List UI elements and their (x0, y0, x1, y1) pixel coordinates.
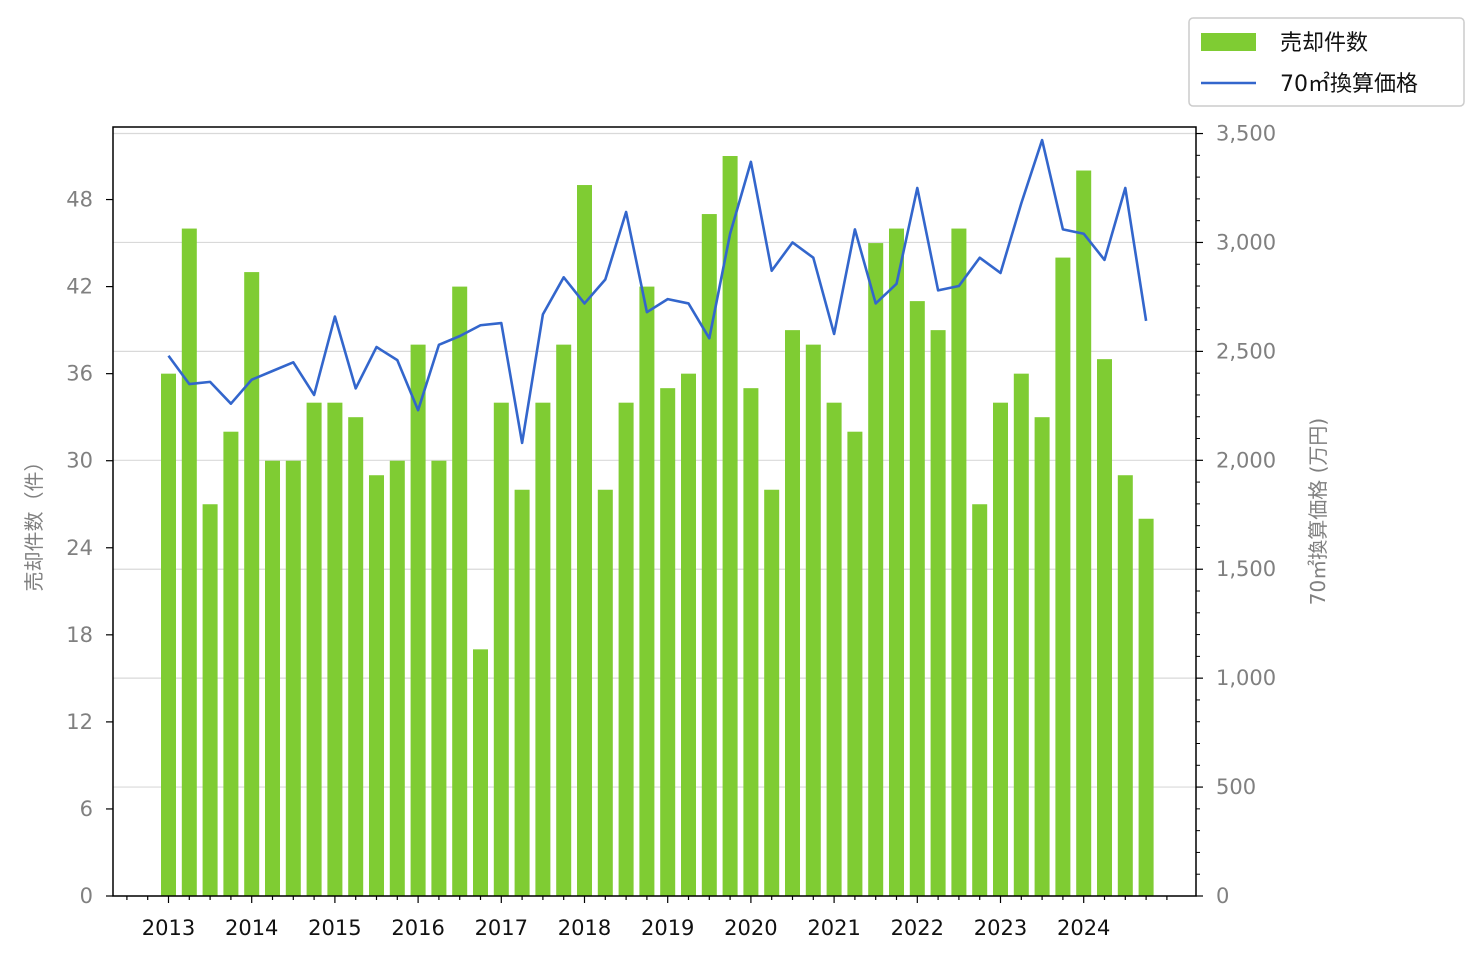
bar-2020Q3 (785, 330, 800, 896)
left-tick-label: 48 (66, 188, 93, 212)
bar-2019Q1 (660, 388, 676, 896)
bar-2017Q4 (556, 344, 572, 897)
x-tick-label: 2016 (391, 916, 444, 940)
legend-bar-swatch (1201, 33, 1256, 51)
bar-2017Q2 (514, 489, 530, 896)
bar-2019Q4 (722, 156, 738, 897)
bar-2022Q2 (930, 330, 946, 896)
bar-2013Q3 (202, 504, 218, 896)
legend: 売却件数 70㎡換算価格 (1188, 17, 1465, 107)
legend-line-label: 70㎡換算価格 (1280, 71, 1418, 97)
bar-2019Q2 (681, 373, 696, 896)
bar-2023Q1 (993, 402, 1008, 896)
bar-2020Q1 (743, 388, 759, 896)
bar-2020Q2 (764, 489, 780, 896)
bar-2024Q3 (1117, 475, 1133, 896)
left-tick-label: 36 (66, 362, 93, 386)
bar-2023Q4 (1055, 257, 1071, 896)
bar-2014Q4 (306, 402, 322, 896)
right-tick-label: 1,500 (1216, 557, 1276, 581)
left-axis-title: 売却件数（件） (22, 452, 46, 592)
bar-2018Q3 (618, 402, 634, 896)
bar-2022Q4 (972, 504, 988, 896)
x-tick-label: 2024 (1057, 916, 1110, 940)
bar-2024Q1 (1076, 170, 1092, 896)
x-tick-label: 2021 (807, 916, 860, 940)
legend-box (1188, 17, 1465, 107)
bar-2019Q3 (701, 214, 717, 896)
left-tick-label: 6 (80, 797, 93, 821)
bar-2015Q3 (369, 475, 384, 896)
bar-2018Q4 (639, 286, 655, 896)
right-tick-label: 3,000 (1216, 230, 1276, 254)
bar-2013Q2 (181, 228, 197, 896)
bar-2016Q1 (410, 344, 426, 897)
bar-2013Q4 (223, 431, 239, 896)
x-tick-label: 2022 (891, 916, 944, 940)
x-tick-label: 2013 (142, 916, 195, 940)
bar-2017Q3 (535, 402, 551, 896)
x-tick-label: 2017 (475, 916, 528, 940)
bar-2023Q3 (1034, 417, 1050, 896)
bar-2018Q1 (577, 185, 592, 897)
bar-2014Q3 (285, 460, 301, 896)
left-axis: 0 6 12 18 24 30 36 42 48 (66, 188, 113, 908)
bar-2014Q2 (265, 460, 280, 896)
bar-2020Q4 (805, 344, 821, 897)
bar-2021Q4 (889, 228, 904, 896)
x-tick-label: 2014 (225, 916, 278, 940)
bar-2021Q3 (868, 243, 884, 897)
bar-2023Q2 (1013, 373, 1029, 896)
bar-2014Q1 (244, 272, 260, 896)
bar-2022Q3 (951, 228, 967, 896)
bar-2015Q1 (327, 402, 343, 896)
plot-frame (112, 126, 1197, 897)
bar-2013Q1 (161, 373, 176, 896)
left-tick-label: 0 (80, 884, 93, 908)
right-tick-label: 500 (1216, 775, 1256, 799)
x-tick-label: 2023 (974, 916, 1027, 940)
bar-2022Q1 (909, 301, 925, 896)
bar-2018Q2 (597, 489, 613, 896)
legend-bar-label: 売却件数 (1280, 31, 1368, 56)
left-tick-label: 12 (66, 710, 93, 734)
bar-2021Q2 (847, 431, 863, 896)
x-tick-label: 2015 (308, 916, 361, 940)
bar-2016Q3 (452, 286, 468, 896)
bar-2015Q2 (348, 417, 364, 896)
left-tick-label: 30 (66, 449, 93, 473)
left-tick-label: 18 (66, 623, 93, 647)
bar-2024Q4 (1138, 518, 1154, 896)
left-tick-label: 42 (66, 275, 93, 299)
right-tick-label: 2,000 (1216, 448, 1276, 472)
x-tick-label: 2018 (558, 916, 611, 940)
x-tick-label: 2020 (724, 916, 777, 940)
right-tick-label: 3,500 (1216, 122, 1276, 146)
price-line (167, 138, 1148, 445)
right-axis-title: 70㎡換算価格 (万円) (1306, 418, 1330, 605)
bar-2024Q2 (1097, 359, 1112, 896)
bar-2016Q4 (473, 649, 488, 896)
x-axis: 2013 2014 2015 2016 2017 2018 2019 2020 2021 2022… (126, 896, 1168, 940)
line-series (167, 138, 1148, 445)
bar-series (161, 156, 1154, 897)
bar-2015Q4 (389, 460, 405, 896)
x-tick-label: 2019 (641, 916, 694, 940)
bar-2016Q2 (431, 460, 447, 896)
bar-2017Q1 (493, 402, 509, 896)
right-tick-label: 1,000 (1216, 666, 1276, 690)
left-tick-label: 24 (66, 536, 93, 560)
right-axis: 0 500 1,000 1,500 2,000 2,500 3,000 3,500 (1196, 122, 1276, 908)
bar-2021Q1 (826, 402, 842, 896)
right-tick-label: 2,500 (1216, 339, 1276, 363)
right-tick-label: 0 (1216, 884, 1229, 908)
